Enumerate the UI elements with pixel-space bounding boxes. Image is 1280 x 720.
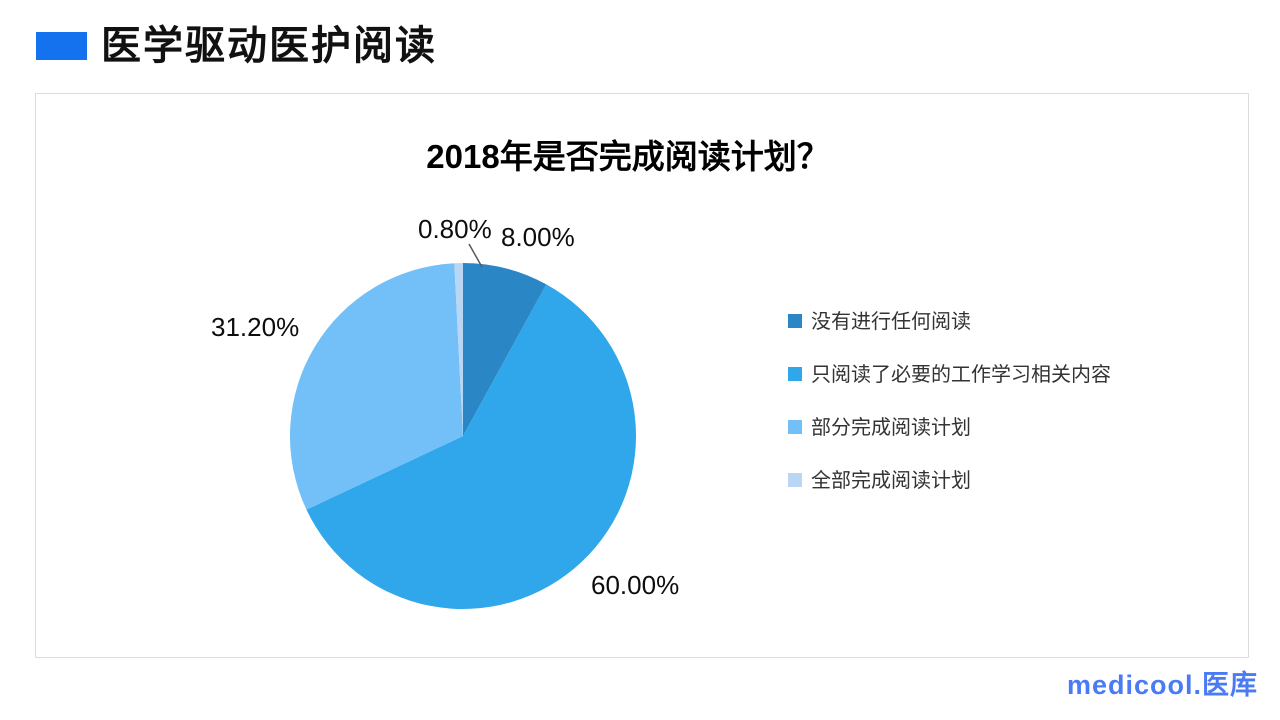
legend-label: 没有进行任何阅读 — [811, 311, 971, 333]
legend-item: 全部完成阅读计划 — [788, 469, 1111, 493]
legend-label: 全部完成阅读计划 — [811, 470, 971, 492]
data-label-partial-complete: 31.20% — [211, 312, 300, 342]
pie-slice-1 — [306, 284, 636, 610]
pie-slices-group — [289, 263, 636, 610]
legend-swatch-icon — [788, 314, 802, 328]
legend-swatch-icon — [788, 367, 802, 381]
legend-swatch-icon — [788, 420, 802, 434]
chart-card: 2018年是否完成阅读计划？ 0.80% 8.00% 31.20% 60.00%… — [35, 93, 1249, 658]
logo-cjk-text: .医库 — [1193, 670, 1258, 700]
data-label-all-complete: 0.80% — [418, 214, 492, 244]
label-leader-line — [468, 243, 483, 268]
data-label-work-only: 60.00% — [591, 570, 680, 600]
legend-label: 部分完成阅读计划 — [811, 417, 971, 439]
legend-item: 没有进行任何阅读 — [788, 310, 1111, 334]
slide-header: 医学驱动医护阅读 — [36, 22, 437, 70]
chart-title: 2018年是否完成阅读计划？ — [426, 138, 830, 175]
legend-label: 只阅读了必要的工作学习相关内容 — [811, 364, 1111, 386]
page-title: 医学驱动医护阅读 — [101, 24, 437, 68]
logo-latin-text: medicool — [1066, 670, 1194, 700]
title-accent-bar — [36, 32, 87, 60]
legend-swatch-icon — [788, 473, 802, 487]
chart-legend: 没有进行任何阅读 只阅读了必要的工作学习相关内容 部分完成阅读计划 全部完成阅读… — [788, 310, 1111, 493]
legend-item: 部分完成阅读计划 — [788, 416, 1111, 440]
pie-chart-svg — [289, 243, 636, 610]
legend-item: 只阅读了必要的工作学习相关内容 — [788, 363, 1111, 387]
pie-slice-2 — [289, 263, 463, 510]
pie-slice-0 — [463, 263, 547, 436]
pie-slice-3 — [454, 263, 463, 436]
data-label-no-reading: 8.00% — [501, 222, 575, 252]
medicool-logo: medicool.医库 — [1067, 663, 1258, 702]
